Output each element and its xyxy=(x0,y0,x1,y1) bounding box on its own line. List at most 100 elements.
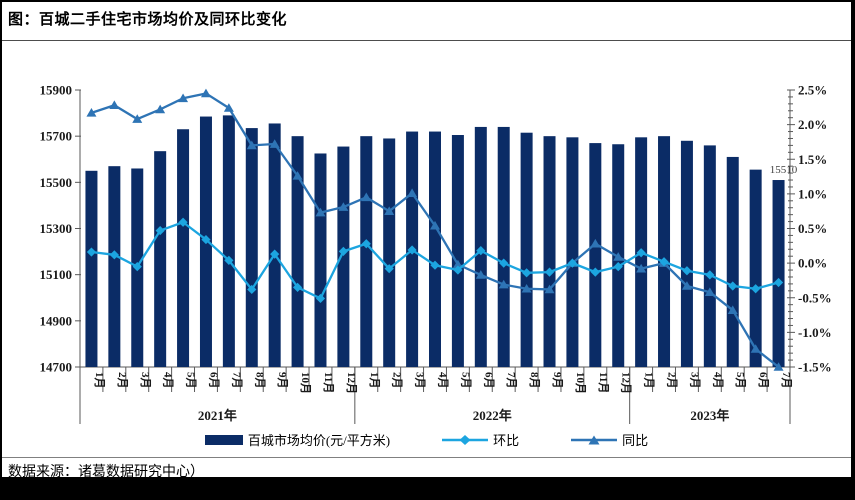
chart-legend: 百城市场均价(元/平方米) 环比 同比 xyxy=(2,430,851,449)
svg-text:2月: 2月 xyxy=(391,372,404,389)
bar xyxy=(383,138,396,367)
source-note: 数据来源：诸葛数据研究中心） xyxy=(8,465,204,477)
svg-text:0.0%: 0.0% xyxy=(798,256,827,271)
bar xyxy=(749,169,762,367)
last-bar-value-label: 15510 xyxy=(770,164,798,176)
mom-line xyxy=(86,217,784,304)
svg-text:1月: 1月 xyxy=(643,372,656,389)
svg-text:7月: 7月 xyxy=(780,372,793,389)
svg-text:8月: 8月 xyxy=(528,372,541,389)
bar-swatch-icon xyxy=(204,434,243,445)
bar xyxy=(245,128,258,367)
bar xyxy=(291,136,304,367)
svg-text:6月: 6月 xyxy=(757,372,770,389)
svg-text:-1.0%: -1.0% xyxy=(798,325,832,340)
bar xyxy=(337,146,350,367)
svg-text:11月: 11月 xyxy=(597,372,610,393)
bar xyxy=(497,126,510,367)
svg-text:3月: 3月 xyxy=(139,372,152,389)
legend-label-mom: 环比 xyxy=(493,433,520,448)
bar xyxy=(314,153,327,367)
svg-text:1.0%: 1.0% xyxy=(798,186,827,201)
figure-title: 图：百城二手住宅市场均价及同环比变化 xyxy=(8,12,288,28)
svg-text:0.5%: 0.5% xyxy=(798,221,827,236)
svg-text:15100: 15100 xyxy=(40,267,73,282)
x-axis-month-labels: 1月 2月 3月 4月 5月 6月 7月 8月 9月 10月 11月 12月 1月 2月 3月 4月 5月 6月 7… xyxy=(93,372,793,394)
bar xyxy=(268,123,281,368)
svg-text:10月: 10月 xyxy=(299,372,312,394)
legend-item-yoy: 同比 xyxy=(571,430,648,449)
svg-text:3月: 3月 xyxy=(688,372,701,389)
svg-text:12月: 12月 xyxy=(345,372,358,394)
legend-item-avg-price: 百城市场均价(元/平方米) xyxy=(204,430,391,449)
right-axis: -1.5% -1.0% -0.5% 0.0% 0.5% 1.0% 1.5% 2.0% 2.5% xyxy=(787,83,832,375)
svg-text:-0.5%: -0.5% xyxy=(798,290,832,305)
x-axis-year-labels: 2021年 2022年 2023年 xyxy=(198,408,729,423)
svg-text:2.0%: 2.0% xyxy=(798,117,827,132)
svg-text:15700: 15700 xyxy=(40,129,73,144)
bar xyxy=(222,115,235,368)
svg-text:5月: 5月 xyxy=(734,372,747,389)
svg-text:2021年: 2021年 xyxy=(198,408,237,423)
title-divider xyxy=(2,40,851,41)
legend-label-avg-price: 百城市场均价(元/平方米) xyxy=(247,433,391,448)
bar xyxy=(589,143,602,367)
svg-text:15300: 15300 xyxy=(40,221,73,236)
svg-text:4月: 4月 xyxy=(437,372,450,389)
bar xyxy=(703,145,716,367)
left-axis: 14700 14900 15100 15300 15500 15700 15900 xyxy=(40,83,81,375)
bar xyxy=(726,156,739,367)
x-axis xyxy=(79,367,791,424)
svg-text:2.5%: 2.5% xyxy=(798,83,827,98)
bar xyxy=(108,166,121,367)
bar xyxy=(177,129,190,367)
svg-text:1.5%: 1.5% xyxy=(798,152,827,167)
svg-text:4月: 4月 xyxy=(711,372,724,389)
bars-avg-price xyxy=(85,115,785,368)
svg-text:2023年: 2023年 xyxy=(690,408,729,423)
svg-text:5月: 5月 xyxy=(459,372,472,389)
bar xyxy=(658,136,671,367)
svg-text:2月: 2月 xyxy=(666,372,679,389)
bar xyxy=(451,135,464,367)
svg-text:1月: 1月 xyxy=(368,372,381,389)
bar xyxy=(772,180,785,367)
svg-text:9月: 9月 xyxy=(276,372,289,389)
yoy-line-icon xyxy=(571,435,618,444)
bar xyxy=(680,140,693,367)
svg-text:15900: 15900 xyxy=(40,83,73,98)
bar xyxy=(360,136,373,367)
report-sheet: 图：百城二手住宅市场均价及同环比变化 14700 14900 15100 15300 1… xyxy=(2,2,851,477)
svg-text:14700: 14700 xyxy=(40,360,73,375)
bar xyxy=(429,131,441,367)
bar xyxy=(566,137,579,367)
svg-text:1月: 1月 xyxy=(93,372,106,389)
bar xyxy=(85,170,98,367)
bar xyxy=(543,136,556,367)
svg-text:5月: 5月 xyxy=(185,372,198,389)
svg-text:3月: 3月 xyxy=(414,372,427,389)
svg-text:12月: 12月 xyxy=(620,372,633,394)
svg-text:14900: 14900 xyxy=(40,313,73,328)
svg-text:7月: 7月 xyxy=(505,372,518,389)
svg-text:6月: 6月 xyxy=(207,372,220,389)
svg-text:7月: 7月 xyxy=(230,372,243,389)
svg-text:15500: 15500 xyxy=(40,175,73,190)
svg-text:6月: 6月 xyxy=(482,372,495,389)
section-divider xyxy=(2,457,851,458)
bar xyxy=(520,132,533,367)
bar xyxy=(154,151,167,367)
svg-text:2022年: 2022年 xyxy=(473,408,512,423)
legend-item-mom: 环比 xyxy=(442,430,519,449)
svg-text:8月: 8月 xyxy=(253,372,266,389)
chart: 14700 14900 15100 15300 15500 15700 15900 -1.5%… xyxy=(40,83,832,424)
svg-text:10月: 10月 xyxy=(574,372,587,394)
svg-text:2月: 2月 xyxy=(116,372,129,389)
svg-text:4月: 4月 xyxy=(162,372,175,389)
legend-label-yoy: 同比 xyxy=(622,433,649,448)
svg-text:-1.5%: -1.5% xyxy=(798,360,832,375)
svg-text:9月: 9月 xyxy=(551,372,564,389)
mom-line-icon xyxy=(442,434,489,445)
svg-text:11月: 11月 xyxy=(322,372,335,393)
